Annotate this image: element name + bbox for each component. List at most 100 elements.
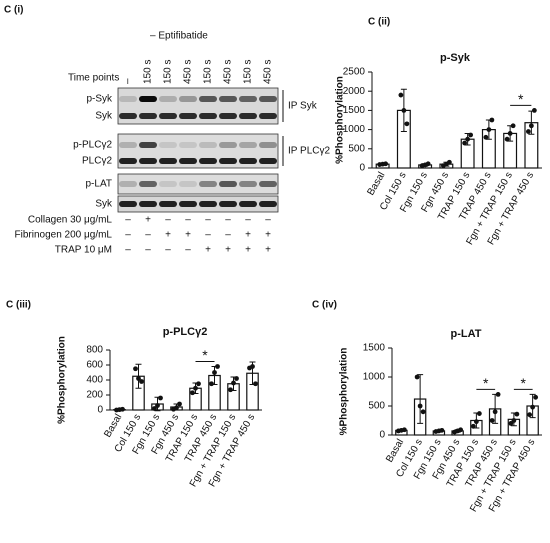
data-point <box>420 409 426 415</box>
lane-label: 150 s <box>203 60 214 84</box>
blot-band <box>139 158 157 164</box>
blot-band <box>259 96 277 102</box>
data-point <box>383 161 389 167</box>
blot-strip <box>117 173 279 195</box>
data-point <box>196 381 201 387</box>
y-tick-label: 2500 <box>343 67 366 78</box>
time-label: Time points <box>68 73 119 84</box>
chart-title: p-PLCγ2 <box>163 326 208 338</box>
blot-band <box>219 181 237 187</box>
y-axis-label: %Phosphorylation <box>339 348 350 436</box>
blot-band <box>239 96 257 102</box>
lane-label: 150 s <box>163 60 174 84</box>
blot-band <box>119 113 137 119</box>
treatment-sign: – <box>185 215 191 226</box>
treatment-sign: + <box>225 245 231 256</box>
error-bar <box>417 374 424 424</box>
data-point <box>155 403 160 408</box>
data-point <box>489 418 495 423</box>
data-point <box>468 132 474 138</box>
data-point <box>398 92 404 98</box>
row-label: p-PLCγ2 <box>73 140 112 151</box>
blot-band <box>239 201 257 207</box>
data-point <box>231 380 236 386</box>
blot-band <box>139 113 157 119</box>
y-tick-label: 500 <box>368 401 385 412</box>
blot-band <box>199 181 217 187</box>
data-point <box>531 108 537 113</box>
data-point <box>193 385 198 391</box>
y-axis-label: %Phosphorylation <box>335 76 346 164</box>
blot-band <box>259 113 277 119</box>
y-tick-label: 200 <box>86 390 103 401</box>
data-point <box>401 427 407 433</box>
blot-band <box>199 142 217 148</box>
data-point <box>439 427 445 433</box>
data-point <box>504 136 510 142</box>
treatment-sign: – <box>205 230 211 241</box>
data-point <box>120 406 125 412</box>
data-point <box>417 403 423 409</box>
x-tick-label: Basal <box>365 170 387 197</box>
treatment-sign: + <box>145 215 151 226</box>
treatment-label: Fibrinogen 200 μg/mL <box>15 230 113 241</box>
blot-band <box>199 113 217 119</box>
lane-label: – <box>123 78 134 84</box>
lane-label: 150 s <box>243 60 254 84</box>
blot-band <box>239 158 257 164</box>
blot-band <box>199 96 217 102</box>
treatment-sign: – <box>245 215 251 226</box>
data-point <box>528 123 534 129</box>
condition-label: – Eptifibatide <box>150 31 208 42</box>
treatment-sign: – <box>225 215 231 226</box>
treatment-sign: + <box>245 245 251 256</box>
y-tick-label: 0 <box>359 163 365 174</box>
data-point <box>465 136 471 142</box>
row-label: Syk <box>95 111 113 122</box>
lane-label: 450 s <box>263 60 274 84</box>
blot-band <box>259 181 277 187</box>
treatment-label: Collagen 30 μg/mL <box>28 215 113 226</box>
ip-label: IP Syk <box>288 101 318 112</box>
panel-label: C (iv) <box>312 300 337 311</box>
treatment-sign: + <box>245 230 251 241</box>
blot-band <box>259 158 277 164</box>
blot-band <box>159 158 177 164</box>
blot-band <box>219 201 237 207</box>
blot-band <box>199 158 217 164</box>
y-tick-label: 1000 <box>343 124 366 135</box>
y-tick-label: 400 <box>86 375 103 386</box>
data-point <box>483 134 489 140</box>
y-tick-label: 1500 <box>343 105 366 116</box>
panel-label: C (ii) <box>368 17 390 28</box>
blot-band <box>119 96 137 102</box>
treatment-sign: + <box>185 230 191 241</box>
blot-band <box>259 142 277 148</box>
significance-label: * <box>202 347 208 363</box>
treatment-sign: – <box>265 215 271 226</box>
row-label: p-Syk <box>86 94 113 105</box>
data-point <box>209 381 214 387</box>
blot-band <box>259 201 277 207</box>
data-point <box>492 409 498 415</box>
treatment-label: TRAP 10 μM <box>55 245 112 256</box>
treatment-sign: – <box>205 215 211 226</box>
data-point <box>401 108 407 113</box>
treatment-sign: – <box>165 215 171 226</box>
data-point <box>510 123 516 129</box>
y-tick-label: 0 <box>379 430 385 441</box>
treatment-sign: – <box>125 215 131 226</box>
y-tick-label: 500 <box>348 143 365 154</box>
blot-band <box>239 142 257 148</box>
significance-label: * <box>483 375 489 391</box>
blot-band <box>139 142 157 148</box>
significance-label: * <box>518 91 524 107</box>
treatment-sign: – <box>145 230 151 241</box>
blot-band <box>239 181 257 187</box>
data-point <box>458 427 464 433</box>
blot-band <box>179 113 197 119</box>
data-point <box>514 411 520 417</box>
row-label: p-LAT <box>86 179 113 190</box>
lane-label: 450 s <box>183 60 194 84</box>
